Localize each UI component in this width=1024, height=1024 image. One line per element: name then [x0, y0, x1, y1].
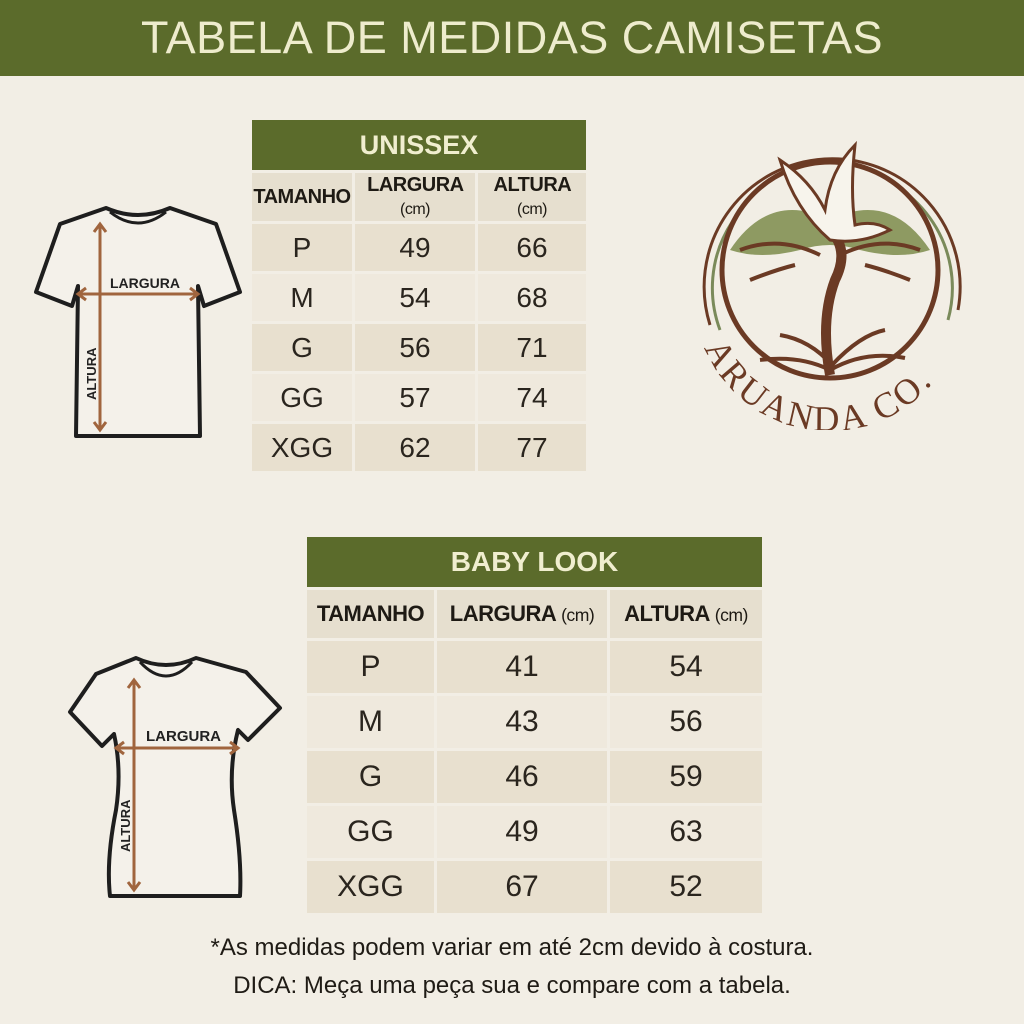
- cell-width: 49: [437, 806, 607, 858]
- table-row: G 56 71: [252, 324, 586, 371]
- cell-size: G: [307, 751, 434, 803]
- header-size: TAMANHO: [252, 173, 352, 221]
- cell-height: 77: [478, 424, 586, 471]
- cell-width: 56: [355, 324, 475, 371]
- width-label: LARGURA: [146, 728, 221, 745]
- width-label: LARGURA: [110, 275, 180, 291]
- cell-height: 66: [478, 224, 586, 271]
- table-row: P 41 54: [307, 641, 762, 693]
- cell-height: 71: [478, 324, 586, 371]
- babylook-size-table: BABY LOOK TAMANHO LARGURA (cm) ALTURA (c…: [304, 534, 765, 916]
- cell-height: 68: [478, 274, 586, 321]
- cell-width: 43: [437, 696, 607, 748]
- table-row: XGG 62 77: [252, 424, 586, 471]
- cell-height: 63: [610, 806, 762, 858]
- unissex-size-table: UNISSEX TAMANHO LARGURA (cm) ALTURA (cm)…: [249, 117, 589, 474]
- cell-size: P: [307, 641, 434, 693]
- table-row: GG 57 74: [252, 374, 586, 421]
- cell-size: M: [252, 274, 352, 321]
- cell-width: 67: [437, 861, 607, 913]
- cell-size: XGG: [252, 424, 352, 471]
- header-size: TAMANHO: [307, 590, 434, 638]
- table-row: GG 49 63: [307, 806, 762, 858]
- unissex-table-title: UNISSEX: [252, 120, 586, 170]
- tip-note: DICA: Meça uma peça sua e compare com a …: [233, 972, 791, 999]
- table-row: XGG 67 52: [307, 861, 762, 913]
- cell-height: 74: [478, 374, 586, 421]
- cell-height: 54: [610, 641, 762, 693]
- cell-width: 62: [355, 424, 475, 471]
- unissex-shirt-diagram: LARGURA ALTURA: [34, 206, 242, 438]
- height-label: ALTURA: [118, 799, 133, 852]
- cell-size: P: [252, 224, 352, 271]
- height-label: ALTURA: [84, 347, 99, 400]
- header-width: LARGURA (cm): [437, 590, 607, 638]
- cell-size: XGG: [307, 861, 434, 913]
- table-row: P 49 66: [252, 224, 586, 271]
- title-banner: TABELA DE MEDIDAS CAMISETAS: [0, 0, 1024, 76]
- babylook-table-title: BABY LOOK: [307, 537, 762, 587]
- cell-height: 59: [610, 751, 762, 803]
- table-row: G 46 59: [307, 751, 762, 803]
- header-height: ALTURA (cm): [478, 173, 586, 221]
- cell-size: M: [307, 696, 434, 748]
- cell-width: 46: [437, 751, 607, 803]
- header-width: LARGURA (cm): [355, 173, 475, 221]
- babylook-shirt-diagram: LARGURA ALTURA: [68, 656, 282, 898]
- aruanda-logo: ARUANDA CO.: [697, 140, 962, 430]
- cell-height: 56: [610, 696, 762, 748]
- cell-size: GG: [307, 806, 434, 858]
- table-row: M 43 56: [307, 696, 762, 748]
- cell-size: GG: [252, 374, 352, 421]
- header-height: ALTURA (cm): [610, 590, 762, 638]
- table-row: M 54 68: [252, 274, 586, 321]
- cell-width: 49: [355, 224, 475, 271]
- disclaimer-note: *As medidas podem variar em até 2cm devi…: [210, 934, 814, 961]
- cell-width: 57: [355, 374, 475, 421]
- page-title: TABELA DE MEDIDAS CAMISETAS: [140, 12, 883, 63]
- cell-width: 41: [437, 641, 607, 693]
- cell-height: 52: [610, 861, 762, 913]
- cell-width: 54: [355, 274, 475, 321]
- cell-size: G: [252, 324, 352, 371]
